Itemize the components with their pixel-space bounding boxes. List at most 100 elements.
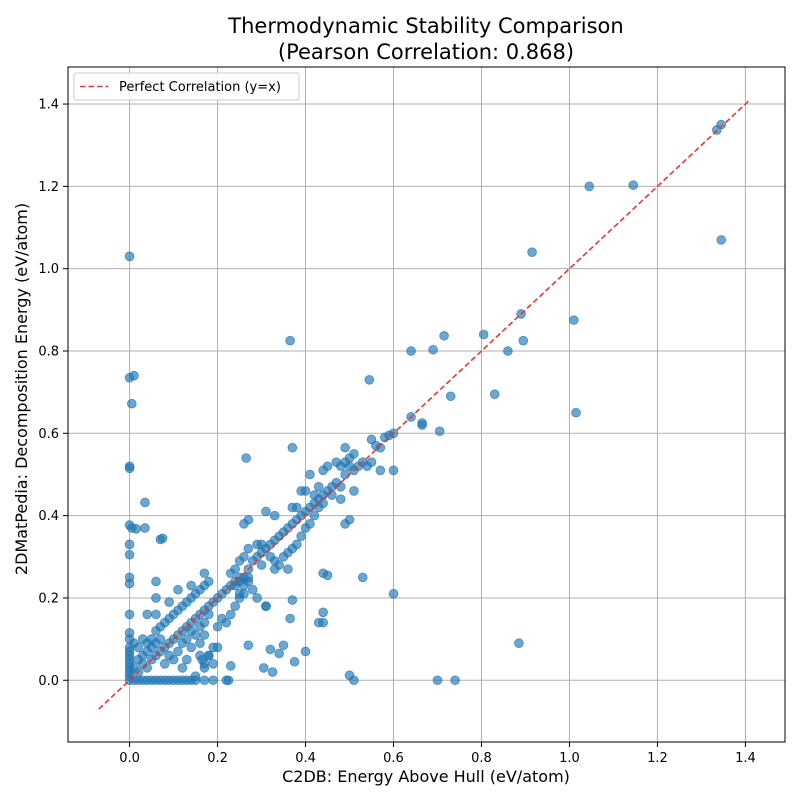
data-point — [417, 420, 427, 430]
data-point — [340, 442, 350, 453]
y-tick-label: 1.0 — [38, 262, 59, 277]
x-axis-label: C2DB: Energy Above Hull (eV/atom) — [282, 767, 570, 786]
data-point — [199, 617, 210, 628]
plot-border — [67, 66, 786, 743]
data-point — [199, 568, 210, 579]
data-point — [199, 663, 210, 673]
data-point — [278, 640, 289, 651]
y-axis-label: 2DMatPedia: Decomposition Energy (eV/ato… — [12, 203, 31, 575]
data-point — [335, 494, 346, 504]
data-point — [159, 658, 170, 669]
data-point — [186, 580, 196, 591]
data-point — [514, 638, 524, 649]
data-point — [313, 482, 324, 492]
data-point — [450, 675, 460, 686]
perfect-correlation-line — [98, 99, 751, 710]
data-point — [291, 539, 302, 550]
data-point — [190, 671, 201, 681]
data-point — [357, 572, 368, 583]
x-tick-label: 0.6 — [383, 751, 404, 766]
data-point — [432, 675, 443, 686]
data-point — [340, 469, 350, 480]
data-point — [243, 514, 254, 525]
data-point — [300, 486, 311, 496]
data-point — [269, 564, 280, 574]
data-point — [375, 442, 386, 453]
data-point — [151, 593, 161, 603]
data-point — [142, 638, 152, 649]
data-point — [181, 654, 192, 665]
data-point — [212, 621, 223, 632]
x-tick-label: 0.4 — [295, 751, 316, 766]
data-point — [212, 642, 223, 653]
data-point — [142, 609, 152, 620]
y-tick-label: 0.6 — [38, 427, 59, 442]
data-point — [131, 523, 141, 534]
grid — [68, 67, 785, 742]
data-point — [428, 344, 438, 355]
data-point — [221, 675, 232, 686]
x-tick-label: 0.8 — [471, 751, 492, 766]
data-point — [247, 584, 258, 595]
data-point — [274, 648, 284, 659]
data-point — [478, 329, 489, 340]
data-point — [584, 181, 595, 192]
legend-label: Perfect Correlation (y=x) — [119, 80, 281, 95]
data-point — [225, 609, 236, 620]
y-tick-label: 0.8 — [38, 344, 59, 359]
data-point — [195, 638, 205, 649]
data-point — [133, 642, 144, 653]
data-point — [287, 442, 298, 453]
data-point — [199, 675, 210, 686]
data-point — [124, 549, 135, 560]
data-point — [289, 656, 300, 667]
data-point — [349, 486, 359, 496]
chart-title-line1: Thermodynamic Stability Comparison — [227, 14, 623, 38]
data-point — [344, 514, 355, 525]
y-tick-label: 0.2 — [38, 591, 59, 606]
data-point — [124, 539, 135, 550]
data-point — [199, 630, 210, 640]
data-point — [140, 497, 150, 508]
data-point — [203, 650, 214, 661]
data-point — [571, 407, 581, 418]
data-point — [269, 510, 280, 521]
data-point — [283, 564, 293, 574]
data-point — [151, 576, 161, 587]
data-point — [285, 335, 295, 346]
data-point — [309, 510, 320, 521]
data-point — [239, 580, 249, 591]
data-point — [181, 634, 192, 644]
data-point — [221, 617, 232, 628]
data-point — [151, 609, 161, 620]
data-point — [318, 617, 328, 628]
data-point — [261, 506, 271, 517]
data-point — [225, 568, 236, 579]
data-point — [124, 609, 135, 620]
data-point — [142, 663, 152, 673]
data-point — [364, 375, 375, 385]
data-point — [489, 389, 500, 400]
data-point — [518, 335, 529, 346]
data-point — [335, 482, 346, 492]
y-tick-label: 0.0 — [38, 674, 59, 689]
data-point — [445, 391, 456, 402]
data-point — [243, 572, 254, 583]
data-point — [124, 463, 135, 474]
data-point — [318, 568, 328, 579]
chart-title-line2: (Pearson Correlation: 0.868) — [278, 40, 574, 64]
data-point — [349, 449, 359, 459]
data-point — [716, 235, 727, 245]
data-point — [300, 646, 311, 657]
data-point — [305, 469, 315, 480]
data-point — [203, 609, 214, 620]
data-point — [129, 370, 139, 381]
x-tick-label: 1.0 — [559, 751, 580, 766]
data-point — [252, 593, 262, 603]
legend-box — [73, 72, 300, 101]
data-point — [375, 465, 386, 476]
data-point — [287, 595, 298, 605]
axis-ticks: 0.0 0.2 0.4 0.6 0.8 1.0 1.2 1.4 0.0 0.2 0.4 0.6 0.8 1… — [38, 98, 755, 766]
data-point — [203, 576, 214, 587]
